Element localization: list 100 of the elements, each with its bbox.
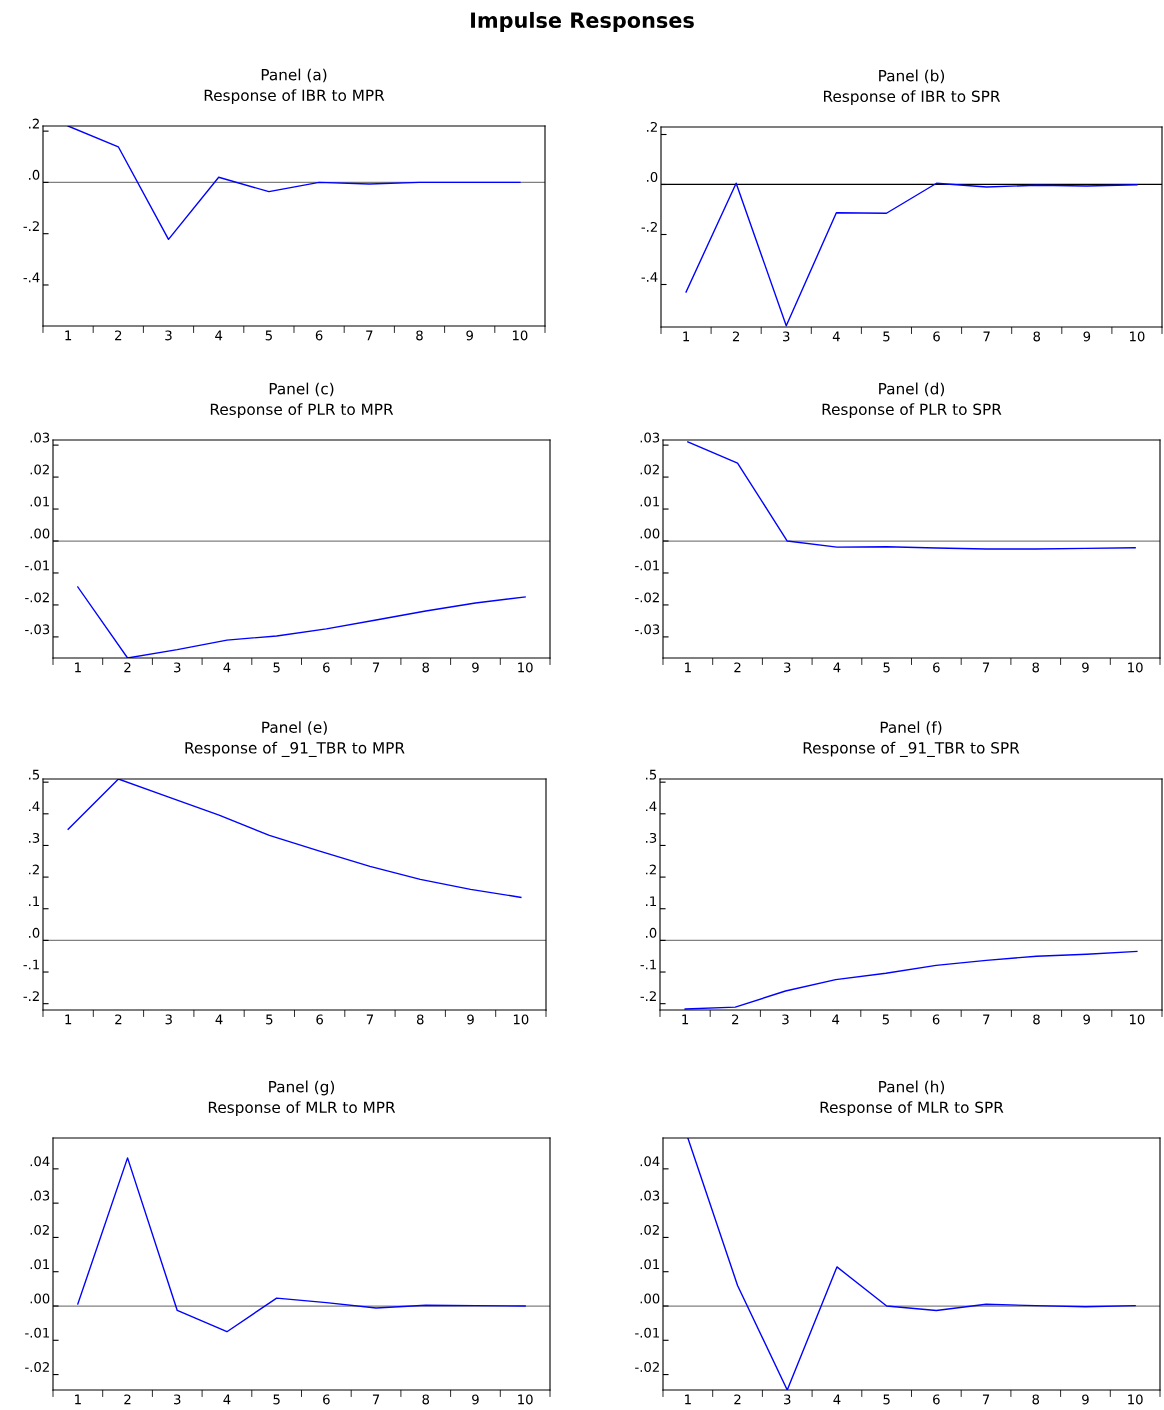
x-tick-label: 4	[223, 1394, 231, 1405]
y-tick-label: -.1	[640, 959, 657, 970]
x-tick-label: 9	[1083, 1014, 1090, 1025]
x-tick-label: 6	[323, 662, 330, 673]
x-tick-label: 7	[372, 1394, 380, 1405]
x-tick-label: 5	[273, 1394, 280, 1405]
y-tick-label: -.01	[25, 560, 50, 571]
x-tick-label: 5	[883, 1394, 890, 1405]
x-tick-label: 2	[115, 330, 122, 341]
y-tick-label: .01	[30, 496, 49, 507]
x-tick-label: 3	[783, 331, 790, 342]
x-tick-label: 3	[784, 662, 791, 673]
y-tick-label: .2	[647, 121, 657, 132]
x-tick-label: 9	[1082, 1394, 1089, 1405]
y-tick-label: .4	[29, 801, 40, 812]
x-tick-label: 1	[683, 331, 690, 342]
x-tick-label: 1	[685, 1394, 691, 1405]
y-tick-label: -.03	[25, 624, 50, 635]
x-tick-label: 3	[165, 1014, 172, 1025]
y-tick-label: -.03	[635, 624, 660, 635]
x-tick-label: 10	[1128, 1394, 1143, 1405]
x-tick-label: 7	[366, 1014, 374, 1025]
x-tick-label: 8	[422, 662, 430, 673]
chart-subtitle: Panel (e) Response of _91_TBR to MPR	[185, 721, 405, 757]
x-tick-label: 9	[467, 1014, 474, 1025]
y-tick-label: -.02	[25, 592, 49, 603]
x-tick-label: 3	[784, 1394, 791, 1405]
x-tick-label: 4	[215, 330, 223, 341]
y-tick-label: -.4	[23, 272, 40, 283]
x-tick-label: 1	[685, 662, 691, 673]
x-tick-label: 2	[124, 662, 131, 673]
chart-subtitle: Panel (d) Response of PLR to SPR	[822, 382, 1002, 418]
y-tick-label: .04	[30, 1156, 50, 1167]
x-tick-label: 8	[422, 1394, 430, 1405]
y-tick-label: .4	[646, 801, 657, 812]
x-tick-label: 9	[466, 330, 473, 341]
x-tick-label: 6	[933, 331, 940, 342]
y-tick-label: -.01	[635, 1327, 660, 1338]
x-tick-label: 10	[518, 1394, 533, 1405]
x-tick-label: 8	[416, 1014, 424, 1025]
x-tick-label: 5	[266, 1014, 273, 1025]
y-tick-label: .2	[646, 864, 656, 875]
x-tick-label: 5	[265, 330, 272, 341]
y-tick-label: .03	[640, 432, 660, 443]
x-tick-label: 7	[982, 662, 990, 673]
y-tick-label: .02	[30, 1224, 49, 1235]
y-tick-label: -.4	[641, 272, 658, 282]
x-tick-label: 7	[366, 330, 373, 341]
x-tick-label: 3	[174, 662, 181, 673]
x-tick-label: 8	[1032, 1394, 1040, 1405]
y-tick-label: .00	[640, 528, 660, 539]
x-tick-label: 6	[933, 1394, 940, 1405]
chart-subtitle: Panel (c) Response of PLR to MPR	[210, 382, 394, 418]
y-tick-label: -.02	[635, 1362, 659, 1373]
x-tick-label: 10	[1129, 1014, 1145, 1025]
x-tick-label: 7	[983, 331, 990, 342]
x-tick-label: 6	[932, 1014, 940, 1025]
y-tick-label: -.02	[635, 592, 659, 603]
x-tick-label: 2	[732, 1014, 739, 1025]
y-tick-label: .00	[640, 1293, 660, 1304]
chart-subtitle: Panel (g) Response of MLR to MPR	[208, 1080, 396, 1116]
x-tick-label: 7	[983, 1014, 990, 1025]
y-tick-label: .5	[29, 769, 40, 780]
y-tick-label: -.02	[25, 1362, 49, 1373]
x-tick-label: 1	[65, 330, 72, 341]
y-tick-label: -.2	[641, 221, 657, 232]
x-tick-label: 2	[734, 662, 741, 673]
x-tick-label: 3	[165, 330, 172, 341]
y-tick-label: .1	[29, 896, 39, 906]
x-tick-label: 5	[273, 662, 280, 673]
x-tick-label: 7	[982, 1394, 990, 1405]
x-tick-label: 4	[833, 662, 841, 673]
y-tick-label: .00	[30, 528, 50, 539]
y-tick-label: .02	[640, 1224, 659, 1235]
x-tick-label: 9	[1082, 662, 1089, 673]
y-tick-label: -.2	[23, 991, 39, 1001]
y-tick-label: -.2	[640, 991, 656, 1001]
chart-subtitle: Panel (f) Response of _91_TBR to SPR	[803, 721, 1020, 757]
y-tick-label: .5	[646, 769, 657, 780]
x-tick-label: 7	[372, 662, 380, 673]
chart-title: Impulse Responses	[471, 11, 694, 33]
y-tick-label: .3	[646, 832, 657, 843]
chart-subtitle: Panel (h) Response of MLR to SPR	[820, 1080, 1004, 1116]
x-tick-label: 6	[316, 1014, 324, 1025]
x-tick-label: 2	[115, 1014, 122, 1025]
x-tick-label: 8	[1033, 331, 1041, 342]
x-tick-label: 8	[1032, 662, 1040, 673]
x-tick-label: 2	[734, 1394, 741, 1405]
x-tick-label: 4	[833, 1394, 841, 1405]
x-tick-label: 5	[883, 662, 890, 673]
chart-subtitle: Panel (b) Response of IBR to SPR	[824, 69, 1001, 105]
y-tick-label: .2	[29, 864, 39, 875]
y-tick-label: .04	[640, 1156, 660, 1167]
x-tick-label: 10	[512, 330, 528, 341]
y-tick-label: -.01	[635, 560, 660, 571]
x-tick-label: 9	[1083, 331, 1091, 342]
x-tick-label: 4	[223, 662, 231, 673]
y-tick-label: .03	[640, 1190, 660, 1201]
x-tick-label: 3	[782, 1014, 789, 1025]
x-tick-label: 1	[65, 1014, 72, 1025]
